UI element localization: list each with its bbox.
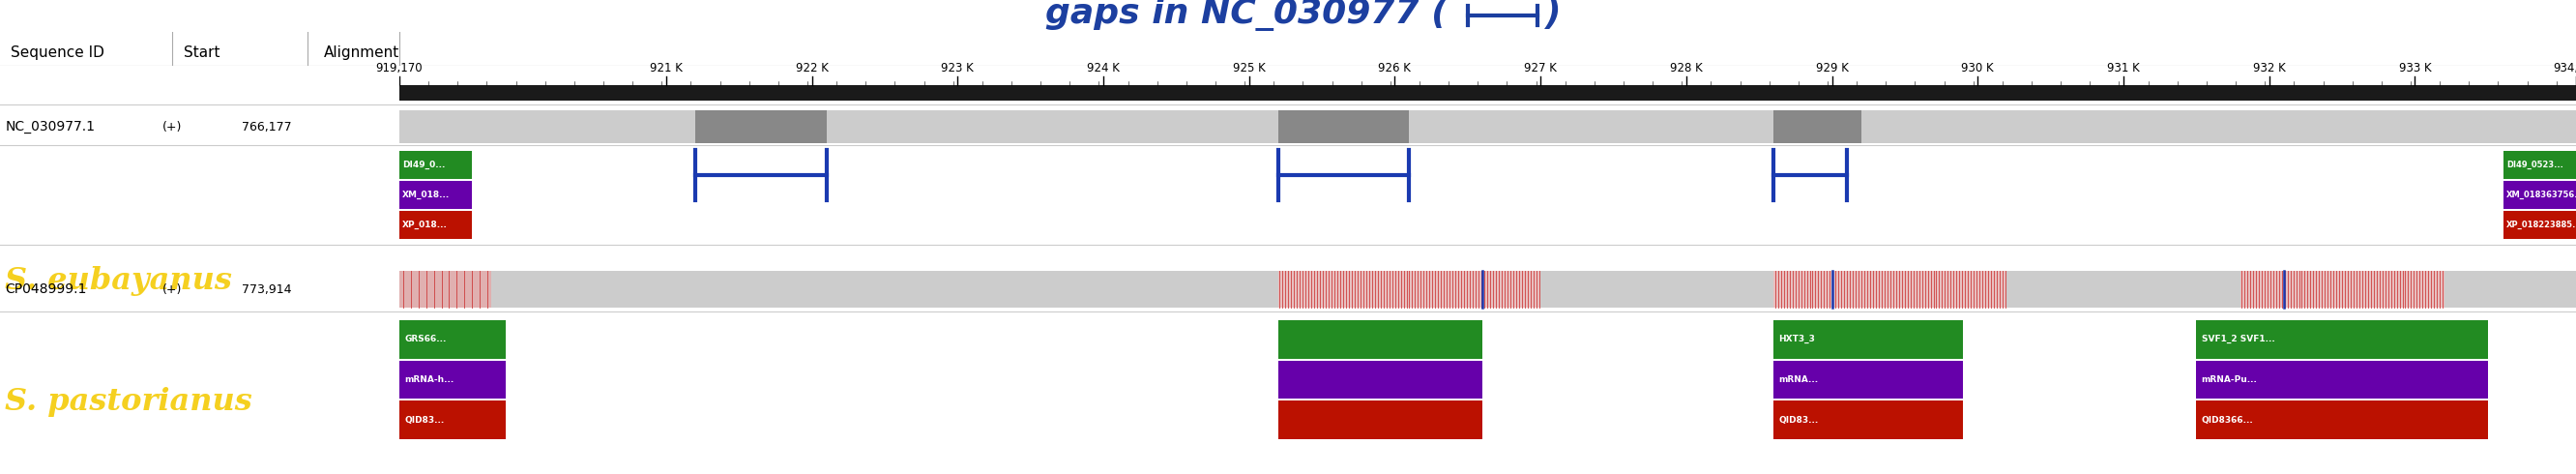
- Text: DI49_0523...: DI49_0523...: [2506, 161, 2563, 169]
- Bar: [2504, 151, 2576, 179]
- Bar: [2241, 271, 2445, 308]
- Bar: [1278, 110, 1409, 143]
- Bar: [1775, 271, 2007, 308]
- Text: 929 K: 929 K: [1816, 62, 1850, 75]
- Text: QID83...: QID83...: [1780, 416, 1819, 424]
- Bar: [1775, 361, 1963, 399]
- Text: HXT3_3: HXT3_3: [1780, 335, 1816, 344]
- Text: Start: Start: [183, 46, 219, 60]
- Text: mRNA-h...: mRNA-h...: [404, 375, 453, 384]
- Text: (+): (+): [162, 283, 183, 295]
- Text: 766,177: 766,177: [242, 120, 291, 133]
- Text: 928 K: 928 K: [1669, 62, 1703, 75]
- Text: S. eubayanus: S. eubayanus: [5, 265, 232, 295]
- Text: 933 K: 933 K: [2398, 62, 2432, 75]
- Text: DI49_0...: DI49_0...: [402, 161, 446, 169]
- Bar: [399, 271, 2576, 308]
- Bar: [2504, 211, 2576, 239]
- Text: 926 K: 926 K: [1378, 62, 1412, 75]
- Text: 923 K: 923 K: [940, 62, 974, 75]
- Bar: [696, 110, 827, 143]
- Text: SVF1_2 SVF1...: SVF1_2 SVF1...: [2202, 335, 2275, 344]
- Bar: [2197, 401, 2488, 439]
- Bar: [399, 151, 471, 179]
- Bar: [399, 110, 2576, 143]
- Bar: [1278, 320, 1481, 358]
- Text: 931 K: 931 K: [2107, 62, 2141, 75]
- Text: 925 K: 925 K: [1234, 62, 1265, 75]
- Text: 919,170: 919,170: [376, 62, 422, 75]
- Text: mRNA-Pu...: mRNA-Pu...: [2202, 375, 2257, 384]
- Text: QID8366...: QID8366...: [2202, 416, 2254, 424]
- Text: XM_018363756...: XM_018363756...: [2506, 191, 2576, 200]
- Text: XP_018...: XP_018...: [402, 220, 448, 229]
- Text: GRS66...: GRS66...: [404, 335, 446, 344]
- Text: S. pastorianus: S. pastorianus: [5, 386, 252, 417]
- Text: CP048999.1: CP048999.1: [5, 283, 88, 296]
- Bar: [1278, 361, 1481, 399]
- Text: ): ): [1546, 0, 1561, 31]
- Bar: [399, 271, 492, 308]
- Text: NCBI Multiple Sequence Alignment Viewer, Version 1.24.0: NCBI Multiple Sequence Alignment Viewer,…: [8, 9, 459, 23]
- Text: QID83...: QID83...: [404, 416, 446, 424]
- Bar: [1775, 320, 1963, 358]
- Text: XM_018...: XM_018...: [402, 191, 451, 200]
- Text: XP_018223885...: XP_018223885...: [2506, 220, 2576, 229]
- Text: 927 K: 927 K: [1525, 62, 1556, 75]
- Text: 924 K: 924 K: [1087, 62, 1121, 75]
- Text: 934,105: 934,105: [2553, 62, 2576, 75]
- Bar: [1278, 401, 1481, 439]
- Text: 932 K: 932 K: [2254, 62, 2285, 75]
- Text: 922 K: 922 K: [796, 62, 827, 75]
- Text: gaps in NC_030977 (: gaps in NC_030977 (: [1046, 0, 1448, 31]
- Bar: [399, 85, 2576, 101]
- Bar: [1278, 271, 1540, 308]
- Text: Sequence ID: Sequence ID: [10, 46, 103, 60]
- Text: Alignment: Alignment: [325, 46, 399, 60]
- Text: (+): (+): [162, 120, 183, 133]
- Bar: [1775, 401, 1963, 439]
- Bar: [2197, 361, 2488, 399]
- Text: 773,914: 773,914: [242, 283, 291, 295]
- Bar: [2197, 320, 2488, 358]
- Bar: [2504, 181, 2576, 209]
- Text: mRNA...: mRNA...: [1780, 375, 1819, 384]
- Text: 930 K: 930 K: [1960, 62, 1994, 75]
- Text: NC_030977.1: NC_030977.1: [5, 120, 95, 134]
- Text: 921 K: 921 K: [649, 62, 683, 75]
- Bar: [399, 320, 505, 358]
- Bar: [1775, 110, 1860, 143]
- Bar: [399, 361, 505, 399]
- Bar: [399, 401, 505, 439]
- Bar: [399, 181, 471, 209]
- Bar: [399, 211, 471, 239]
